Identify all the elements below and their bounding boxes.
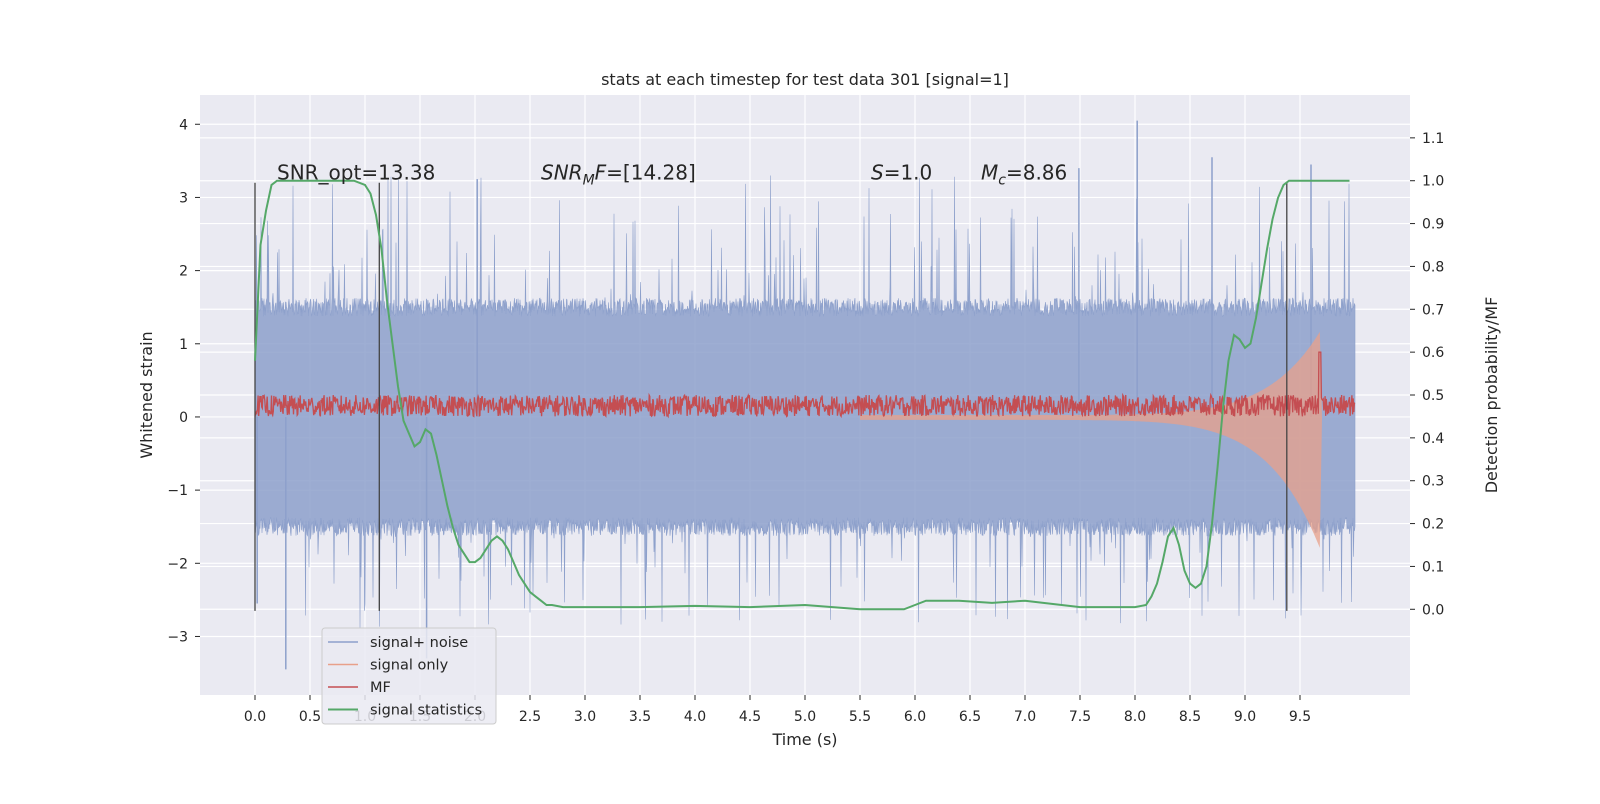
y-axis-right-label: Detection probability/MF (1482, 297, 1501, 494)
mf-series (254, 351, 1356, 419)
legend-label: MF (370, 680, 391, 696)
annotation-layer: SNR_opt=13.38 SNRMF=[14.28] S=1.0 Mc=8.86 (277, 160, 1067, 188)
y-right-tick-label: 0.8 (1422, 259, 1444, 275)
y-tick-label: 4 (179, 117, 188, 133)
x-tick-label: 2.5 (519, 709, 541, 725)
legend-label: signal+ noise (370, 635, 468, 651)
y-right-tick-label: 0.1 (1422, 559, 1444, 575)
legend-label: signal statistics (370, 703, 482, 719)
y-right-tick-label: 0.9 (1422, 217, 1444, 233)
x-tick-label: 5.0 (794, 709, 816, 725)
y-right-tick-label: 0.2 (1422, 517, 1444, 533)
x-tick-label: 9.0 (1234, 709, 1256, 725)
y-tick-label: −3 (167, 629, 188, 645)
x-tick-label: 0.5 (299, 709, 321, 725)
y-right-tick-label: 0.3 (1422, 474, 1444, 490)
signal-statistics-line (254, 179, 1350, 611)
y-tick-label: 1 (179, 337, 188, 353)
y-tick-label: 0 (179, 410, 188, 426)
y-tick-label: 3 (179, 190, 188, 206)
y-right-tick-label: 1.1 (1422, 131, 1444, 147)
y-tick-label: 2 (179, 264, 188, 280)
x-axis-label: Time (s) (771, 730, 837, 749)
y-tick-label: −1 (167, 483, 188, 499)
y-right-tick-label: 1.0 (1422, 174, 1444, 190)
legend-label: signal only (370, 658, 449, 674)
signal-statistics-series (254, 179, 1350, 611)
x-tick-label: 6.0 (904, 709, 926, 725)
legend-entries: signal+ noise signal only MF signal statist… (328, 635, 482, 719)
annotation: SNR_opt=13.38 (277, 160, 435, 184)
vertical-markers (254, 182, 1288, 611)
x-tick-label: 6.5 (959, 709, 981, 725)
tick-layer: 0.00.51.01.52.02.53.03.54.04.55.05.56.06… (167, 117, 1444, 725)
x-tick-label: 9.5 (1289, 709, 1311, 725)
legend: signal+ noise signal only MF signal statist… (321, 627, 497, 725)
x-tick-label: 0.0 (244, 709, 266, 725)
x-tick-label: 8.5 (1179, 709, 1201, 725)
annotation: S=1.0 (871, 160, 932, 184)
y-right-tick-label: 0.5 (1422, 388, 1444, 404)
x-tick-label: 7.5 (1069, 709, 1091, 725)
mf-line (254, 351, 1356, 419)
x-tick-label: 7.0 (1014, 709, 1036, 725)
x-tick-label: 3.0 (574, 709, 596, 725)
annotation: SNRMF=[14.28] (541, 160, 696, 188)
x-tick-label: 3.5 (629, 709, 651, 725)
x-tick-label: 4.0 (684, 709, 706, 725)
annotation: Mc=8.86 (981, 160, 1067, 188)
y-right-tick-label: 0.4 (1422, 431, 1444, 447)
chart-title: stats at each timestep for test data 301… (601, 70, 1009, 89)
x-tick-label: 4.5 (739, 709, 761, 725)
y-axis-label: Whitened strain (137, 331, 156, 458)
y-right-tick-label: 0.7 (1422, 302, 1444, 318)
legend-box (321, 627, 497, 725)
y-right-tick-label: 0.6 (1422, 345, 1444, 361)
x-tick-label: 8.0 (1124, 709, 1146, 725)
x-tick-label: 5.5 (849, 709, 871, 725)
y-tick-label: −2 (167, 556, 188, 572)
y-right-tick-label: 0.0 (1422, 602, 1444, 618)
